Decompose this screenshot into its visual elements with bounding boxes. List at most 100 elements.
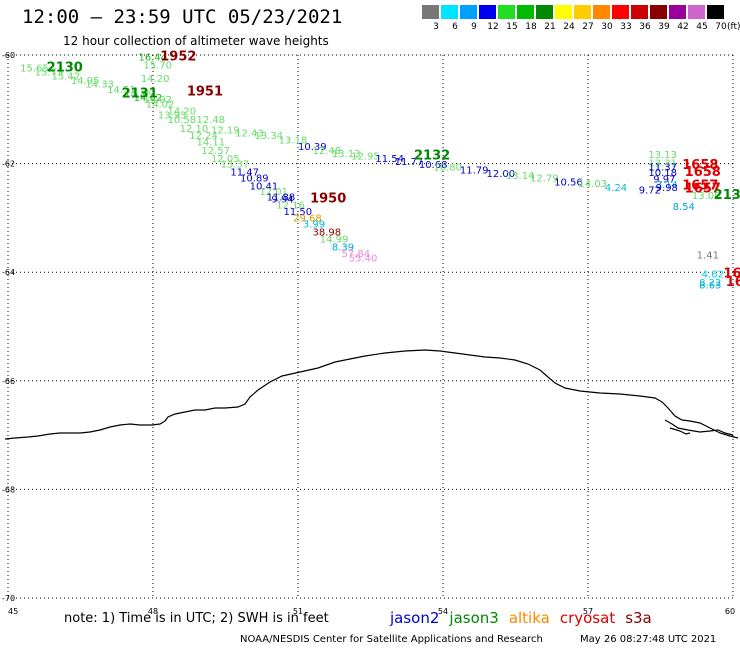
wave-height-value: 12.10 <box>180 124 209 135</box>
colorbar-tick-label: 18 <box>525 22 537 32</box>
wave-height-value: 15.70 <box>143 61 172 72</box>
coastline-west <box>4 389 259 440</box>
wave-height-value: 9.94 <box>271 195 293 206</box>
wave-height-observations: 16.4415.7014.2014.6214.0214.2013.9310.58… <box>20 52 724 291</box>
colorbar-swatch <box>631 5 649 19</box>
pass-time-label: 1952 <box>160 49 196 64</box>
wave-height-value: 14.20 <box>141 74 170 85</box>
wave-height-value: 11.79 <box>460 165 489 176</box>
wave-height-value: 14.62 <box>134 93 163 104</box>
colorbar-unit: (ft) <box>727 22 740 32</box>
colorbar-tick-label: 33 <box>620 22 632 32</box>
wave-height-value: 29.68 <box>293 214 322 225</box>
wave-height-value: 8.63 <box>699 280 721 291</box>
colorbar-swatch <box>669 5 687 19</box>
wave-height-value: 10.80 <box>433 163 462 174</box>
footer-note: note: 1) Time is in UTC; 2) SWH is in fe… <box>64 611 329 626</box>
wave-height-value: 12.48 <box>197 115 226 126</box>
wave-height-value: 12.19 <box>211 126 240 137</box>
satellite-legend: jason2 jason3 altika cryosat s3a <box>390 609 662 627</box>
latitude-label: -62 <box>2 160 15 169</box>
wave-height-value: 57.84 <box>342 249 371 260</box>
colorbar-swatch <box>707 5 725 19</box>
longitude-label: 48 <box>148 607 158 616</box>
wave-height-value: 13.00 <box>692 191 721 202</box>
pass-time-label: 2132 <box>414 148 450 163</box>
pass-time-label: 165 <box>726 275 740 290</box>
wave-height-value: 8.39 <box>332 242 354 253</box>
wave-height-value: 12.95 <box>351 151 380 162</box>
colorbar-tick-label: 21 <box>544 22 556 32</box>
pass-time-label: 1658 <box>685 165 721 180</box>
wave-height-value: 13.18 <box>279 136 308 147</box>
latitude-label: -66 <box>2 377 15 386</box>
pass-time-label: 165 <box>723 267 740 282</box>
colorbar-tick-label: 30 <box>601 22 613 32</box>
wave-height-value: 12.79 <box>530 174 559 185</box>
wave-height-value: 14.95 <box>71 76 100 87</box>
wave-height-value: 10.18 <box>648 168 677 179</box>
wave-height-value: 13.14 <box>506 171 535 182</box>
wave-height-value: 15.65 <box>20 63 49 74</box>
wave-height-value: 55.40 <box>349 253 378 264</box>
colorbar-swatch <box>593 5 611 19</box>
colorbar-swatch <box>479 5 497 19</box>
wave-height-value: 10.58 <box>168 115 197 126</box>
wave-height-value: 9.97 <box>653 175 675 186</box>
colorbar-swatch <box>517 5 535 19</box>
wave-height-value: 4.62 <box>702 270 724 281</box>
wave-height-value: 14.51 <box>107 85 136 96</box>
pass-time-label: 1951 <box>187 85 223 100</box>
latitude-label: -70 <box>2 594 15 603</box>
wave-height-value: 14.85 <box>124 89 153 100</box>
longitude-label: 60 <box>725 607 735 616</box>
wave-height-value: 3.14 <box>656 180 678 191</box>
wave-height-value: 11.77 <box>395 157 424 168</box>
colorbar-tick-label: 39 <box>658 22 670 32</box>
wave-height-value: 12.48 <box>313 146 342 157</box>
wave-height-value: 12.24 <box>189 131 218 142</box>
colorbar-tick-label: 15 <box>506 22 518 32</box>
longitude-label: 57 <box>583 607 593 616</box>
wave-height-value: 12.43 <box>235 128 264 139</box>
wave-height-value: 11.88 <box>267 193 296 204</box>
wave-height-value: 4.24 <box>605 183 627 194</box>
colorbar-tick-label: 9 <box>471 22 477 32</box>
longitude-label: 54 <box>438 607 448 616</box>
wave-height-value: 12.05 <box>211 154 240 165</box>
pass-time-label: 1657 <box>685 181 721 196</box>
wave-height-value: 12.00 <box>487 169 516 180</box>
wave-height-value: 13.37 <box>221 159 250 170</box>
pass-time-label: 1950 <box>310 192 346 207</box>
latitude-label: -64 <box>2 268 15 277</box>
wave-height-value: 10.68 <box>419 160 448 171</box>
wave-height-value: 11.50 <box>284 207 313 218</box>
colorbar-swatch <box>574 5 592 19</box>
generated-timestamp: May 26 08:27:48 UTC 2021 <box>580 634 717 645</box>
satellite-legend-item: jason2 <box>390 609 440 627</box>
wave-height-value: 9.72 <box>639 185 661 196</box>
wave-height-value: 10.41 <box>250 182 279 193</box>
wave-height-value: 14.99 <box>320 234 349 245</box>
wave-height-value: 15.42 <box>52 71 81 82</box>
colorbar-tick-label: 12 <box>487 22 499 32</box>
colorbar-tick-label: 70 <box>715 22 727 32</box>
wave-height-value: 13.13 <box>648 150 677 161</box>
wave-height-value: 10.89 <box>240 174 269 185</box>
wave-height-value: 11.54 <box>375 154 404 165</box>
credit-text: NOAA/NESDIS Center for Satellite Applica… <box>240 634 543 645</box>
wave-height-value: 11.47 <box>230 168 259 179</box>
colorbar-tick-label: 3 <box>433 22 439 32</box>
colorbar-tick-label: 42 <box>677 22 689 32</box>
pass-time-label: 2131 <box>122 86 158 101</box>
map-subtitle: 12 hour collection of altimeter wave hei… <box>63 34 329 48</box>
pass-time-label: 1657 <box>682 179 718 194</box>
colorbar-tick-label: 45 <box>696 22 708 32</box>
pass-time-label: 2130 <box>47 60 83 75</box>
wave-height-value: 3.99 <box>303 220 325 231</box>
wave-height-value: 13.13 <box>332 149 361 160</box>
colorbar-tick-label: 36 <box>639 22 651 32</box>
colorbar-swatch <box>460 5 478 19</box>
